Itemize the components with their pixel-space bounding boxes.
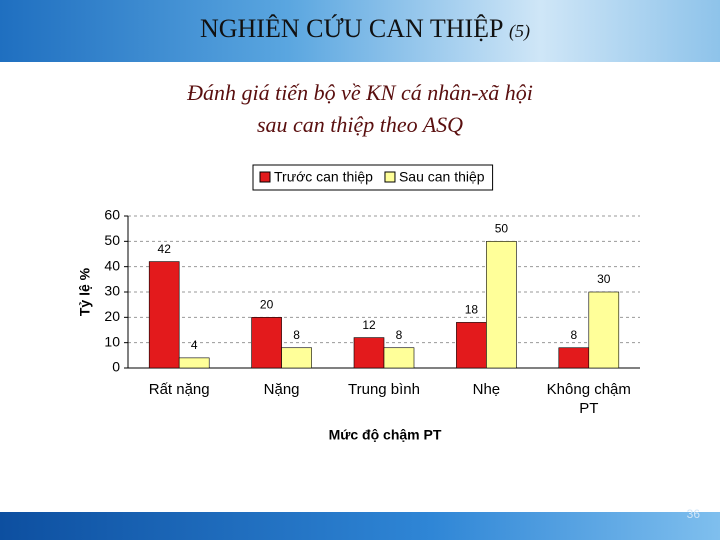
bar [178, 357, 210, 369]
data-label: 18 [465, 303, 479, 317]
x-tick-label: Nặng [263, 381, 300, 398]
x-tick-label: Không chậm PT [546, 381, 631, 417]
data-label: 4 [191, 338, 198, 352]
footer-band [0, 512, 720, 540]
bar [148, 261, 180, 369]
chart-title: Đánh giá tiến bộ về KN cá nhân-xã hội [187, 80, 533, 105]
heading-text: NGHIÊN CỨU CAN THIỆP [199, 14, 503, 43]
heading: NGHIÊN CỨU CAN THIỆP (5) [0, 14, 720, 44]
legend-swatch [384, 171, 396, 183]
data-label: 50 [495, 222, 509, 236]
chart-title: sau can thiệp theo ASQ [256, 112, 464, 137]
y-tick-label: 60 [104, 207, 120, 223]
legend-label: Sau can thiệp [399, 169, 485, 185]
data-label: 8 [293, 328, 300, 342]
data-label: 42 [158, 242, 172, 256]
legend-box [252, 164, 494, 191]
bar [281, 347, 312, 369]
bar [251, 317, 282, 369]
legend-swatch [259, 171, 271, 183]
y-tick-label: 50 [104, 232, 120, 248]
y-axis-label: Tỷ lệ % [77, 267, 93, 316]
x-tick-label: Nhẹ [472, 381, 501, 398]
data-label: 8 [396, 328, 403, 342]
bar [558, 347, 590, 369]
data-label: 12 [362, 318, 376, 332]
heading-suffix: (5) [509, 21, 531, 41]
bar [456, 322, 487, 369]
page-number: 36 [686, 507, 700, 521]
x-tick-label: Rất nặng [148, 381, 210, 398]
bar [486, 241, 517, 369]
y-tick-label: 30 [104, 283, 120, 299]
bar [353, 337, 385, 369]
y-tick-label: 40 [104, 257, 120, 273]
bar [588, 291, 620, 369]
bar [383, 347, 415, 369]
data-label: 20 [260, 298, 274, 312]
x-tick-label: Trung bình [348, 381, 420, 398]
y-tick-label: 0 [112, 359, 120, 375]
y-tick-label: 20 [104, 308, 120, 324]
legend-label: Trước can thiệp [274, 169, 373, 185]
y-tick-label: 10 [104, 333, 120, 349]
data-label: 30 [597, 272, 611, 286]
data-label: 8 [570, 328, 577, 342]
x-axis-label: Mức độ chậm PT [329, 427, 442, 443]
header-band [0, 0, 720, 62]
